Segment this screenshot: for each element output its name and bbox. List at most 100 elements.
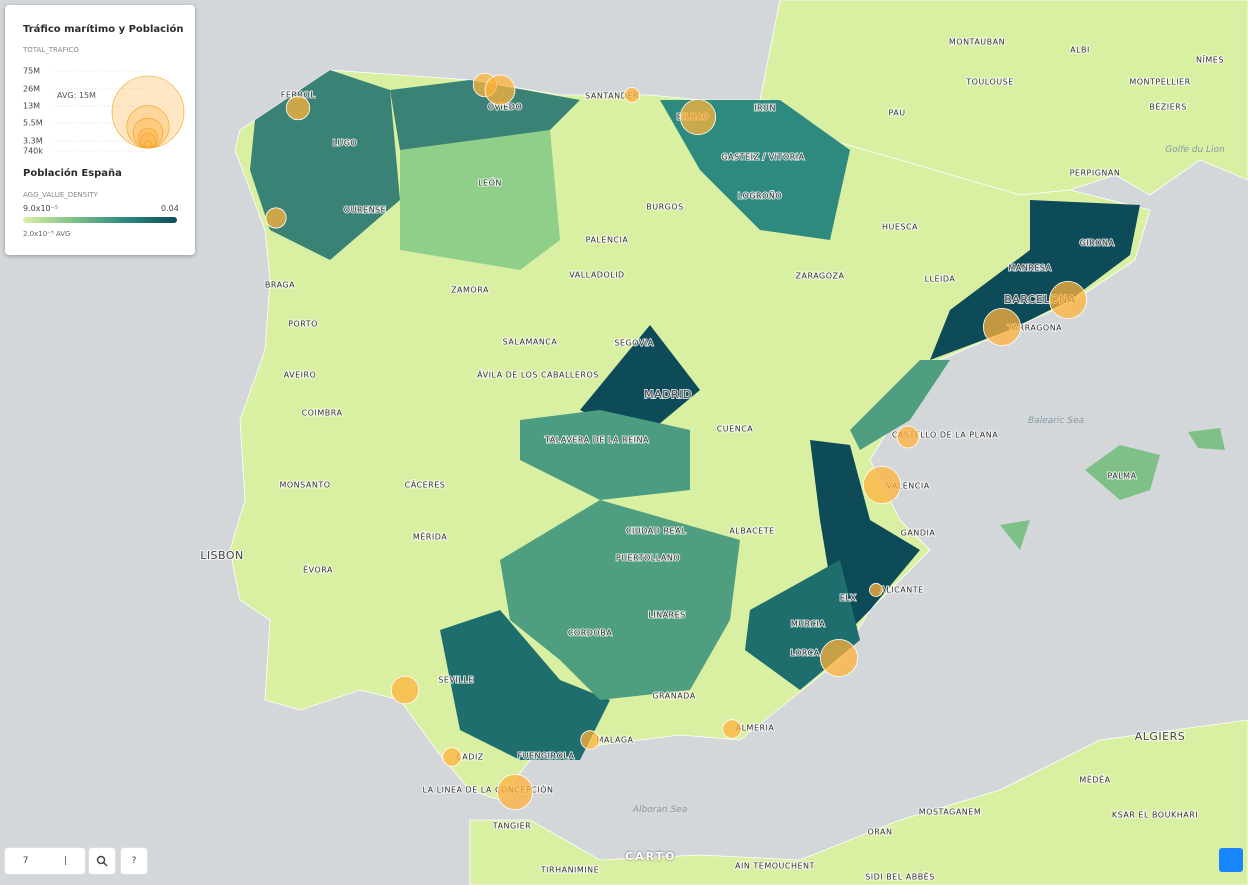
legend-tick-label: 26M — [23, 85, 40, 94]
port-bubble — [983, 308, 1021, 346]
port-bubble — [722, 719, 742, 739]
city-label: SALAMANCA — [503, 338, 558, 347]
region — [250, 70, 400, 260]
city-label: ÁVILA DE LOS CABALLEROS — [477, 369, 599, 380]
city-label: LLEIDA — [925, 275, 956, 284]
region — [930, 200, 1140, 360]
sea-label: Alboran Sea — [632, 805, 687, 815]
legend-tick-label: 5.5M — [23, 119, 43, 128]
bubbles — [265, 72, 1087, 811]
color-avg: 2.0x10⁻³ AVG — [23, 230, 71, 238]
city-label: LOGROÑO — [738, 191, 782, 201]
city-label: BRAGA — [265, 281, 295, 290]
port-bubble — [496, 773, 534, 811]
legend: Tráfico marítimo y Población TOTAL_TRAFI… — [5, 5, 195, 255]
city-label: ELX — [840, 594, 857, 603]
city-label: ALBACETE — [729, 527, 774, 536]
city-label: KSAR EL BOUKHARI — [1112, 811, 1198, 820]
carto-logo: CARTO — [625, 850, 677, 863]
region — [500, 500, 740, 700]
legend-tick-label: 3.3M — [23, 137, 43, 146]
port-bubble — [390, 675, 420, 705]
color-min: 9.0x10⁻⁵ — [23, 204, 59, 213]
city-label: PERPIGNAN — [1070, 169, 1121, 178]
color-max: 0.04 — [161, 204, 179, 213]
port-bubble — [580, 730, 600, 750]
legend-tick-label: 740k — [23, 147, 43, 156]
fullscreen-button[interactable] — [1219, 848, 1243, 872]
port-bubble — [820, 639, 858, 677]
city-label: CIUDAD REAL — [626, 527, 686, 536]
port-bubble — [1049, 281, 1087, 319]
help-button[interactable]: ? — [120, 847, 148, 875]
city-label: ORAN — [868, 828, 893, 837]
city-label: MANRESA — [1008, 264, 1051, 273]
city-label: CÁCERES — [405, 479, 446, 490]
port-bubble — [869, 583, 883, 597]
city-label: GRANADA — [652, 692, 695, 701]
city-label: OVIEDO — [488, 103, 523, 112]
city-label: NÎMES — [1196, 54, 1224, 65]
city-label: CASTELLO DE LA PLANA — [892, 431, 998, 440]
city-label: MOSTAGANEM — [919, 808, 982, 817]
city-label: AVEIRO — [284, 371, 317, 380]
zoom-divider: | — [64, 856, 68, 866]
city-label: LINARES — [648, 611, 685, 620]
city-label: LUGO — [333, 139, 357, 148]
city-label: TANGIER — [492, 822, 531, 831]
region — [520, 410, 690, 500]
search-button[interactable] — [88, 847, 116, 875]
city-label: AIN TEMOUCHENT — [735, 862, 815, 871]
city-label: TALAVERA DE LA REINA — [544, 436, 649, 445]
city-label: SEVILLE — [438, 676, 473, 685]
city-label: COIMBRA — [302, 409, 343, 418]
city-label: MURCIA — [791, 620, 825, 629]
color-ramp — [23, 217, 177, 223]
city-label: TOULOUSE — [965, 78, 1014, 87]
port-bubble — [896, 425, 920, 449]
city-label: CUENCA — [717, 425, 754, 434]
city-label: ALGIERS — [1135, 730, 1186, 743]
city-label: SEGOVIA — [614, 339, 653, 348]
region — [440, 610, 610, 760]
city-label: MONSANTO — [279, 481, 330, 490]
avg-label: AVG: 15M — [57, 91, 96, 100]
city-label: BURGOS — [646, 203, 683, 212]
port-bubble — [484, 74, 516, 106]
sea-label: Golfe du Lion — [1165, 145, 1225, 155]
city-label: MONTAUBAN — [949, 38, 1005, 47]
city-label: SANTANDER — [585, 92, 639, 101]
city-label: CADIZ — [456, 753, 484, 762]
city-label: MALAGA — [596, 736, 633, 745]
city-label: ALMERIA — [736, 724, 775, 733]
port-bubble — [265, 207, 287, 229]
zoom-level: 7 — [22, 856, 29, 866]
legend-tick-label: 75M — [23, 67, 40, 76]
city-label: GANDIA — [901, 529, 936, 538]
legend-bubble — [144, 140, 152, 149]
city-label: ZAMORA — [451, 286, 489, 295]
city-label: MÉRIDA — [413, 531, 447, 542]
city-label: TIRHANIMINE — [540, 866, 599, 875]
island — [1085, 445, 1160, 500]
port-bubble — [285, 95, 311, 121]
city-label: SIDI BEL ABBÈS — [865, 871, 935, 882]
port-bubble — [679, 98, 717, 136]
city-label: ALICANTE — [880, 586, 923, 595]
sea-label: Balearic Sea — [1028, 416, 1084, 426]
port-bubble — [624, 87, 640, 103]
city-label: TARRAGONA — [1007, 324, 1062, 333]
city-label: GASTEIZ / VITORIA — [721, 153, 804, 162]
legend-tick-label: 13M — [23, 102, 40, 111]
city-label: CORDOBA — [568, 629, 612, 638]
region — [580, 325, 700, 440]
city-label: MONTPELLIER — [1129, 78, 1190, 87]
region — [400, 130, 560, 270]
zoom-control[interactable]: 7 | — [4, 847, 86, 875]
city-label: MADRID — [644, 388, 692, 401]
africa — [469, 719, 1248, 885]
city-label: PAU — [888, 109, 905, 118]
region — [850, 360, 950, 450]
